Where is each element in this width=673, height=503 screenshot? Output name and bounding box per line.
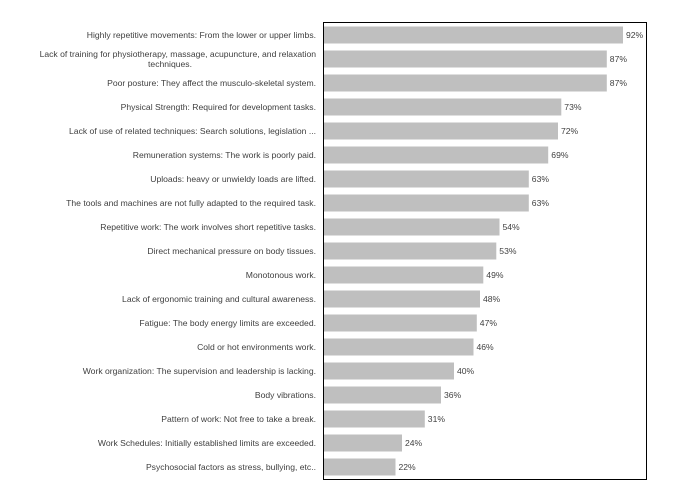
- bar: [324, 26, 623, 44]
- value-label: 31%: [428, 414, 446, 424]
- category-label: Highly repetitive movements: From the lo…: [87, 30, 316, 40]
- value-label: 36%: [444, 390, 462, 400]
- category-label: Body vibrations.: [255, 390, 316, 400]
- value-label: 54%: [503, 222, 521, 232]
- bar: [324, 434, 402, 452]
- value-label: 24%: [405, 438, 423, 448]
- value-label: 87%: [610, 54, 628, 64]
- category-label: Uploads: heavy or unwieldy loads are lif…: [150, 174, 316, 184]
- value-label: 63%: [532, 174, 550, 184]
- category-label: Poor posture: They affect the musculo-sk…: [107, 78, 316, 88]
- bar: [324, 170, 529, 188]
- category-label: Lack of training for physiotherapy, mass…: [40, 49, 317, 69]
- bar: [324, 362, 454, 380]
- bar: [324, 290, 480, 308]
- category-label: Psychosocial factors as stress, bullying…: [146, 462, 316, 472]
- bar: [324, 50, 607, 68]
- bar: [324, 122, 558, 140]
- value-label: 72%: [561, 126, 579, 136]
- value-label: 92%: [626, 30, 644, 40]
- value-labels-group: 92% 87% 87% 73% 72% 69% 63% 63% 54% 53% 49% 48% 47% 4…: [399, 30, 644, 472]
- category-label: Lack of use of related techniques: Searc…: [69, 126, 316, 136]
- bar: [324, 194, 529, 212]
- bar: [324, 146, 549, 164]
- bar: [324, 338, 474, 356]
- value-label: 69%: [551, 150, 569, 160]
- category-label: Work Schedules: Initially established li…: [98, 438, 316, 448]
- bar: [324, 314, 477, 332]
- value-label: 63%: [532, 198, 550, 208]
- category-label: Remuneration systems: The work is poorly…: [133, 150, 316, 160]
- bar: [324, 386, 441, 404]
- bar: [324, 458, 396, 476]
- category-label: Physical Strength: Required for developm…: [121, 102, 316, 112]
- bar: [324, 410, 425, 428]
- value-label: 48%: [483, 294, 501, 304]
- category-label: Work organization: The supervision and l…: [83, 366, 316, 376]
- category-label: The tools and machines are not fully ada…: [66, 198, 316, 208]
- plot-frame: [323, 22, 647, 480]
- category-label: Pattern of work: Not free to take a brea…: [161, 414, 316, 424]
- bar: [324, 218, 500, 236]
- category-label: Monotonous work.: [246, 270, 316, 280]
- value-label: 49%: [486, 270, 504, 280]
- value-label: 53%: [499, 246, 517, 256]
- category-label: Direct mechanical pressure on body tissu…: [147, 246, 316, 256]
- category-label: Cold or hot environments work.: [197, 342, 316, 352]
- category-label: Lack of ergonomic training and cultural …: [122, 294, 316, 304]
- value-label: 40%: [457, 366, 475, 376]
- category-label: Fatigue: The body energy limits are exce…: [139, 318, 316, 328]
- value-label: 73%: [564, 102, 582, 112]
- bar: [324, 74, 607, 92]
- value-label: 47%: [480, 318, 498, 328]
- bar: [324, 242, 497, 260]
- bar: [324, 98, 562, 116]
- category-label: Repetitive work: The work involves short…: [100, 222, 316, 232]
- category-labels-group: Highly repetitive movements: From the lo…: [40, 30, 317, 472]
- bars-group: [324, 26, 623, 476]
- value-label: 87%: [610, 78, 628, 88]
- value-label: 22%: [399, 462, 417, 472]
- value-label: 46%: [477, 342, 495, 352]
- bar: [324, 266, 484, 284]
